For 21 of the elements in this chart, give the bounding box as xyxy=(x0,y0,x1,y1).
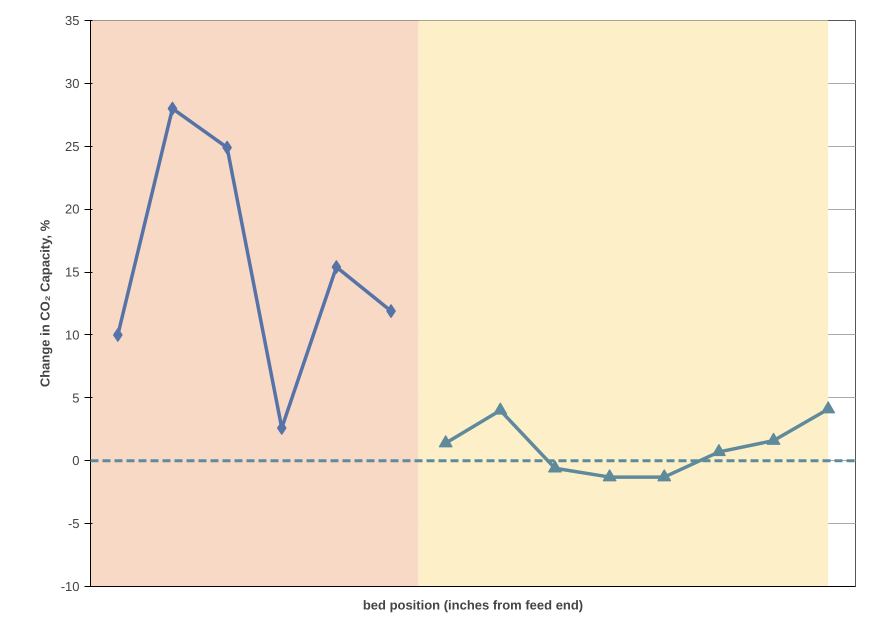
x-axis-title: bed position (inches from feed end) xyxy=(362,598,584,612)
point xyxy=(112,328,123,342)
y-tick-label: -10 xyxy=(60,579,80,594)
point xyxy=(821,401,836,414)
point xyxy=(548,460,562,473)
y-tick-label: 25 xyxy=(65,138,80,154)
y-tick-label: 5 xyxy=(72,390,80,406)
y-tick-label: 0 xyxy=(72,453,80,468)
y-tick-label: -5 xyxy=(68,516,80,532)
y-tick-label: 30 xyxy=(65,76,80,91)
y-tick-label: 10 xyxy=(65,327,80,342)
y-axis-title: Change in CO₂ Capacity, % xyxy=(38,219,53,388)
point xyxy=(438,435,453,448)
point xyxy=(493,402,508,415)
y-tick-label: 15 xyxy=(65,264,80,280)
y-tick-label: 35 xyxy=(65,13,80,28)
y-tick-label: 20 xyxy=(65,202,80,217)
point xyxy=(766,432,781,445)
point xyxy=(712,444,726,456)
point xyxy=(657,469,672,482)
point xyxy=(602,469,617,482)
